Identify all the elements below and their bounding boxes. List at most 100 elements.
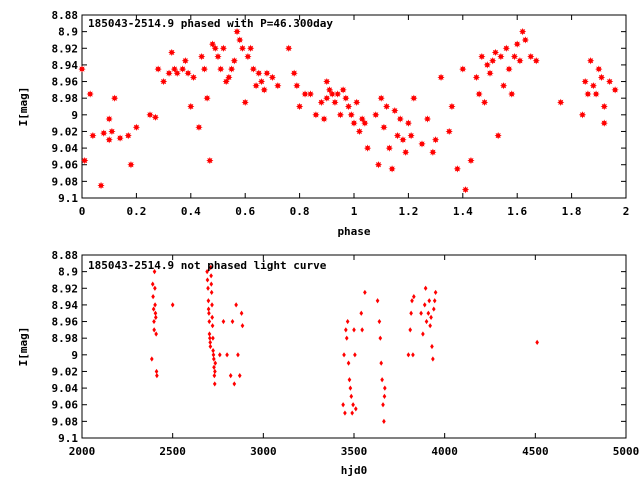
data-point	[339, 86, 347, 94]
data-point	[521, 36, 529, 44]
data-point	[97, 181, 105, 190]
y-tick-label: 9.1	[58, 432, 78, 445]
data-point	[236, 352, 240, 358]
data-point	[377, 94, 385, 102]
data-point	[363, 289, 367, 296]
data-point	[445, 127, 453, 136]
data-point	[516, 57, 524, 65]
data-point	[153, 314, 158, 320]
x-tick-label: 1.8	[562, 205, 582, 218]
data-point	[342, 94, 350, 102]
data-point	[381, 402, 385, 408]
y-tick-label: 9.04	[52, 142, 79, 155]
data-point	[453, 165, 461, 173]
y-tick-label: 8.96	[52, 316, 79, 329]
data-point	[225, 73, 233, 81]
y-tick-label: 8.96	[52, 76, 79, 89]
chart-panel-1: 8.88 8.9 8.92 8.94 8.96 8.98 9 9.02 9.04 9.06 9.08…	[17, 9, 629, 238]
data-point	[208, 335, 212, 341]
plot-frame	[81, 14, 627, 199]
data-point	[331, 98, 339, 106]
x-axis-label: hjd0	[341, 464, 368, 477]
data-point	[217, 65, 225, 73]
data-point	[589, 82, 597, 90]
data-point	[361, 119, 369, 127]
data-point	[382, 393, 387, 400]
chart-title: 185043-2514.9 not phased light curve	[88, 259, 327, 272]
data-point	[341, 402, 345, 408]
data-point	[408, 327, 413, 333]
data-point	[406, 352, 411, 358]
data-point	[343, 410, 347, 416]
y-tick-label: 8.94	[52, 59, 79, 72]
data-point	[210, 314, 215, 320]
data-point	[268, 73, 276, 81]
data-point	[221, 318, 226, 325]
data-point	[127, 161, 135, 169]
data-point	[155, 373, 159, 379]
data-point	[293, 82, 301, 90]
data-point	[336, 111, 344, 119]
data-point	[377, 318, 382, 325]
data-point	[500, 82, 508, 90]
data-point	[210, 302, 214, 308]
x-tick-label: 1.4	[453, 205, 473, 218]
data-point	[600, 102, 608, 111]
data-point	[409, 310, 413, 316]
data-points	[78, 28, 619, 194]
data-point	[116, 134, 124, 142]
data-point	[346, 360, 351, 366]
data-point	[483, 61, 491, 69]
data-point	[151, 306, 156, 312]
y-tick-label: 8.9	[58, 266, 78, 279]
data-point	[424, 318, 429, 325]
data-point	[513, 40, 521, 48]
y-tick-label: 9.06	[52, 159, 79, 172]
data-points	[149, 264, 539, 424]
data-point	[207, 331, 212, 337]
x-tick-label: 1.2	[398, 205, 418, 218]
data-point	[207, 318, 212, 325]
chart-title: 185043-2514.9 phased with P=46.300day	[88, 17, 333, 30]
data-point	[587, 57, 595, 65]
data-point	[433, 289, 438, 296]
data-point	[222, 77, 230, 86]
data-point	[173, 69, 181, 77]
data-point	[260, 86, 268, 94]
data-point	[379, 360, 384, 366]
data-point	[396, 115, 404, 123]
data-point	[301, 90, 309, 98]
data-point	[350, 119, 358, 127]
x-tick-label: 3000	[250, 445, 277, 458]
data-point	[342, 352, 346, 358]
data-point	[81, 156, 89, 165]
data-point	[592, 90, 600, 98]
y-tick-label: 8.98	[52, 332, 79, 345]
data-point	[320, 115, 328, 123]
data-point	[432, 136, 440, 144]
data-point	[428, 323, 432, 329]
data-point	[151, 113, 160, 121]
data-point	[459, 65, 467, 73]
data-point	[236, 36, 244, 44]
data-point	[296, 102, 304, 111]
x-tick-label: 0.4	[181, 205, 201, 218]
data-point	[241, 98, 249, 106]
data-point	[203, 94, 211, 102]
data-point	[160, 77, 168, 86]
data-point	[213, 360, 218, 366]
data-point	[78, 65, 86, 73]
data-point	[422, 302, 427, 308]
data-point	[344, 335, 349, 341]
plot-frame	[81, 254, 627, 439]
data-point	[255, 69, 263, 77]
data-point	[372, 111, 380, 119]
data-point	[478, 52, 486, 61]
data-point	[378, 335, 383, 341]
data-point	[153, 302, 157, 308]
data-point	[207, 310, 211, 316]
data-point	[198, 52, 206, 61]
data-point	[228, 373, 233, 379]
data-point	[350, 410, 355, 416]
data-point	[581, 77, 589, 86]
